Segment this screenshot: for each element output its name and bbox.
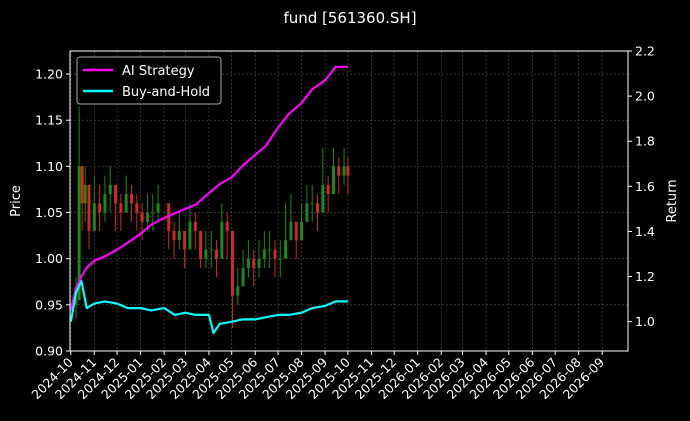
y2-tick-label: 1.6 <box>635 179 655 194</box>
y2-tick-label: 1.0 <box>635 314 655 329</box>
candle-body <box>83 184 87 204</box>
y-tick-label: 1.05 <box>35 205 63 220</box>
y-axis-right: 1.0 1.2 1.4 1.6 1.8 2.0 2.2 <box>628 44 655 329</box>
candle-body <box>225 221 229 231</box>
y-tick-label: 0.90 <box>35 344 63 359</box>
candle-body <box>294 221 298 241</box>
candle-body <box>331 166 335 195</box>
candle-body <box>129 194 133 204</box>
candle-body <box>305 203 309 222</box>
candle-body <box>289 221 293 241</box>
candle-body <box>87 184 91 231</box>
candle-body <box>172 231 176 241</box>
y2-tick-label: 2.2 <box>635 44 655 59</box>
candle-body <box>209 249 213 251</box>
candle-body <box>252 258 256 268</box>
price-candles <box>74 106 350 328</box>
plot-frame <box>69 50 629 352</box>
candle-body <box>204 249 208 259</box>
ai-strategy-line <box>69 65 348 311</box>
candle-body <box>342 166 346 176</box>
candle-body <box>346 166 350 176</box>
y-tick-label: 1.10 <box>35 159 63 174</box>
y-tick-label: 1.20 <box>35 67 63 82</box>
candle-body <box>246 258 250 268</box>
candle-body <box>151 212 155 214</box>
candle-body <box>220 221 224 259</box>
y-axis-label: Price <box>9 185 24 217</box>
candle-body <box>268 249 272 251</box>
y2-tick-label: 2.0 <box>635 89 655 104</box>
candle-body <box>321 184 325 213</box>
candle-body <box>183 231 187 250</box>
legend: AI Strategy Buy-and-Hold <box>76 56 222 105</box>
chart-title: fund [561360.SH] <box>283 9 416 27</box>
candle-body <box>262 249 266 259</box>
candle-body <box>315 203 319 213</box>
candle-body <box>215 249 219 259</box>
candle-body <box>199 231 203 259</box>
y2-tick-label: 1.8 <box>635 134 655 149</box>
candle-body <box>124 194 128 213</box>
y-tick-label: 1.15 <box>35 113 63 128</box>
y2-tick-label: 1.2 <box>635 269 655 284</box>
candle-body <box>193 221 197 231</box>
candle-body <box>177 231 181 241</box>
y-tick-label: 0.95 <box>35 297 63 312</box>
candle-body <box>273 249 277 259</box>
candle-body <box>284 240 288 259</box>
candle-body <box>77 166 81 301</box>
candle-body <box>257 258 261 268</box>
y2-tick-label: 1.4 <box>635 224 655 239</box>
candle-body <box>326 184 330 195</box>
y-axis-left: 0.90 0.95 1.00 1.05 1.10 1.15 1.20 <box>35 67 70 359</box>
candle-body <box>236 286 240 296</box>
candle-body <box>278 258 282 260</box>
legend-label-ai-strategy: AI Strategy <box>122 64 195 79</box>
candle-body <box>310 203 314 205</box>
candle-body <box>92 203 96 231</box>
candle-body <box>80 166 84 204</box>
candle-body <box>241 267 245 287</box>
candle-body <box>230 231 234 296</box>
candle-body <box>135 203 139 213</box>
y2-axis-label: Return <box>665 179 680 222</box>
legend-label-buy-and-hold: Buy-and-Hold <box>122 85 210 100</box>
candle-body <box>188 221 192 250</box>
return-lines <box>69 65 348 335</box>
candle-body <box>108 184 112 195</box>
y-tick-label: 1.00 <box>35 251 63 266</box>
candle-body <box>156 203 160 213</box>
candle-body <box>103 194 107 213</box>
candle-body <box>300 221 304 241</box>
buy-and-hold-line <box>69 280 348 335</box>
candle-body <box>337 166 341 176</box>
candle-body <box>140 212 144 222</box>
candle-body <box>145 212 149 222</box>
candle-body <box>114 184 118 204</box>
candle-body <box>119 203 123 213</box>
candle-body <box>74 300 78 305</box>
candle-body <box>98 203 102 213</box>
